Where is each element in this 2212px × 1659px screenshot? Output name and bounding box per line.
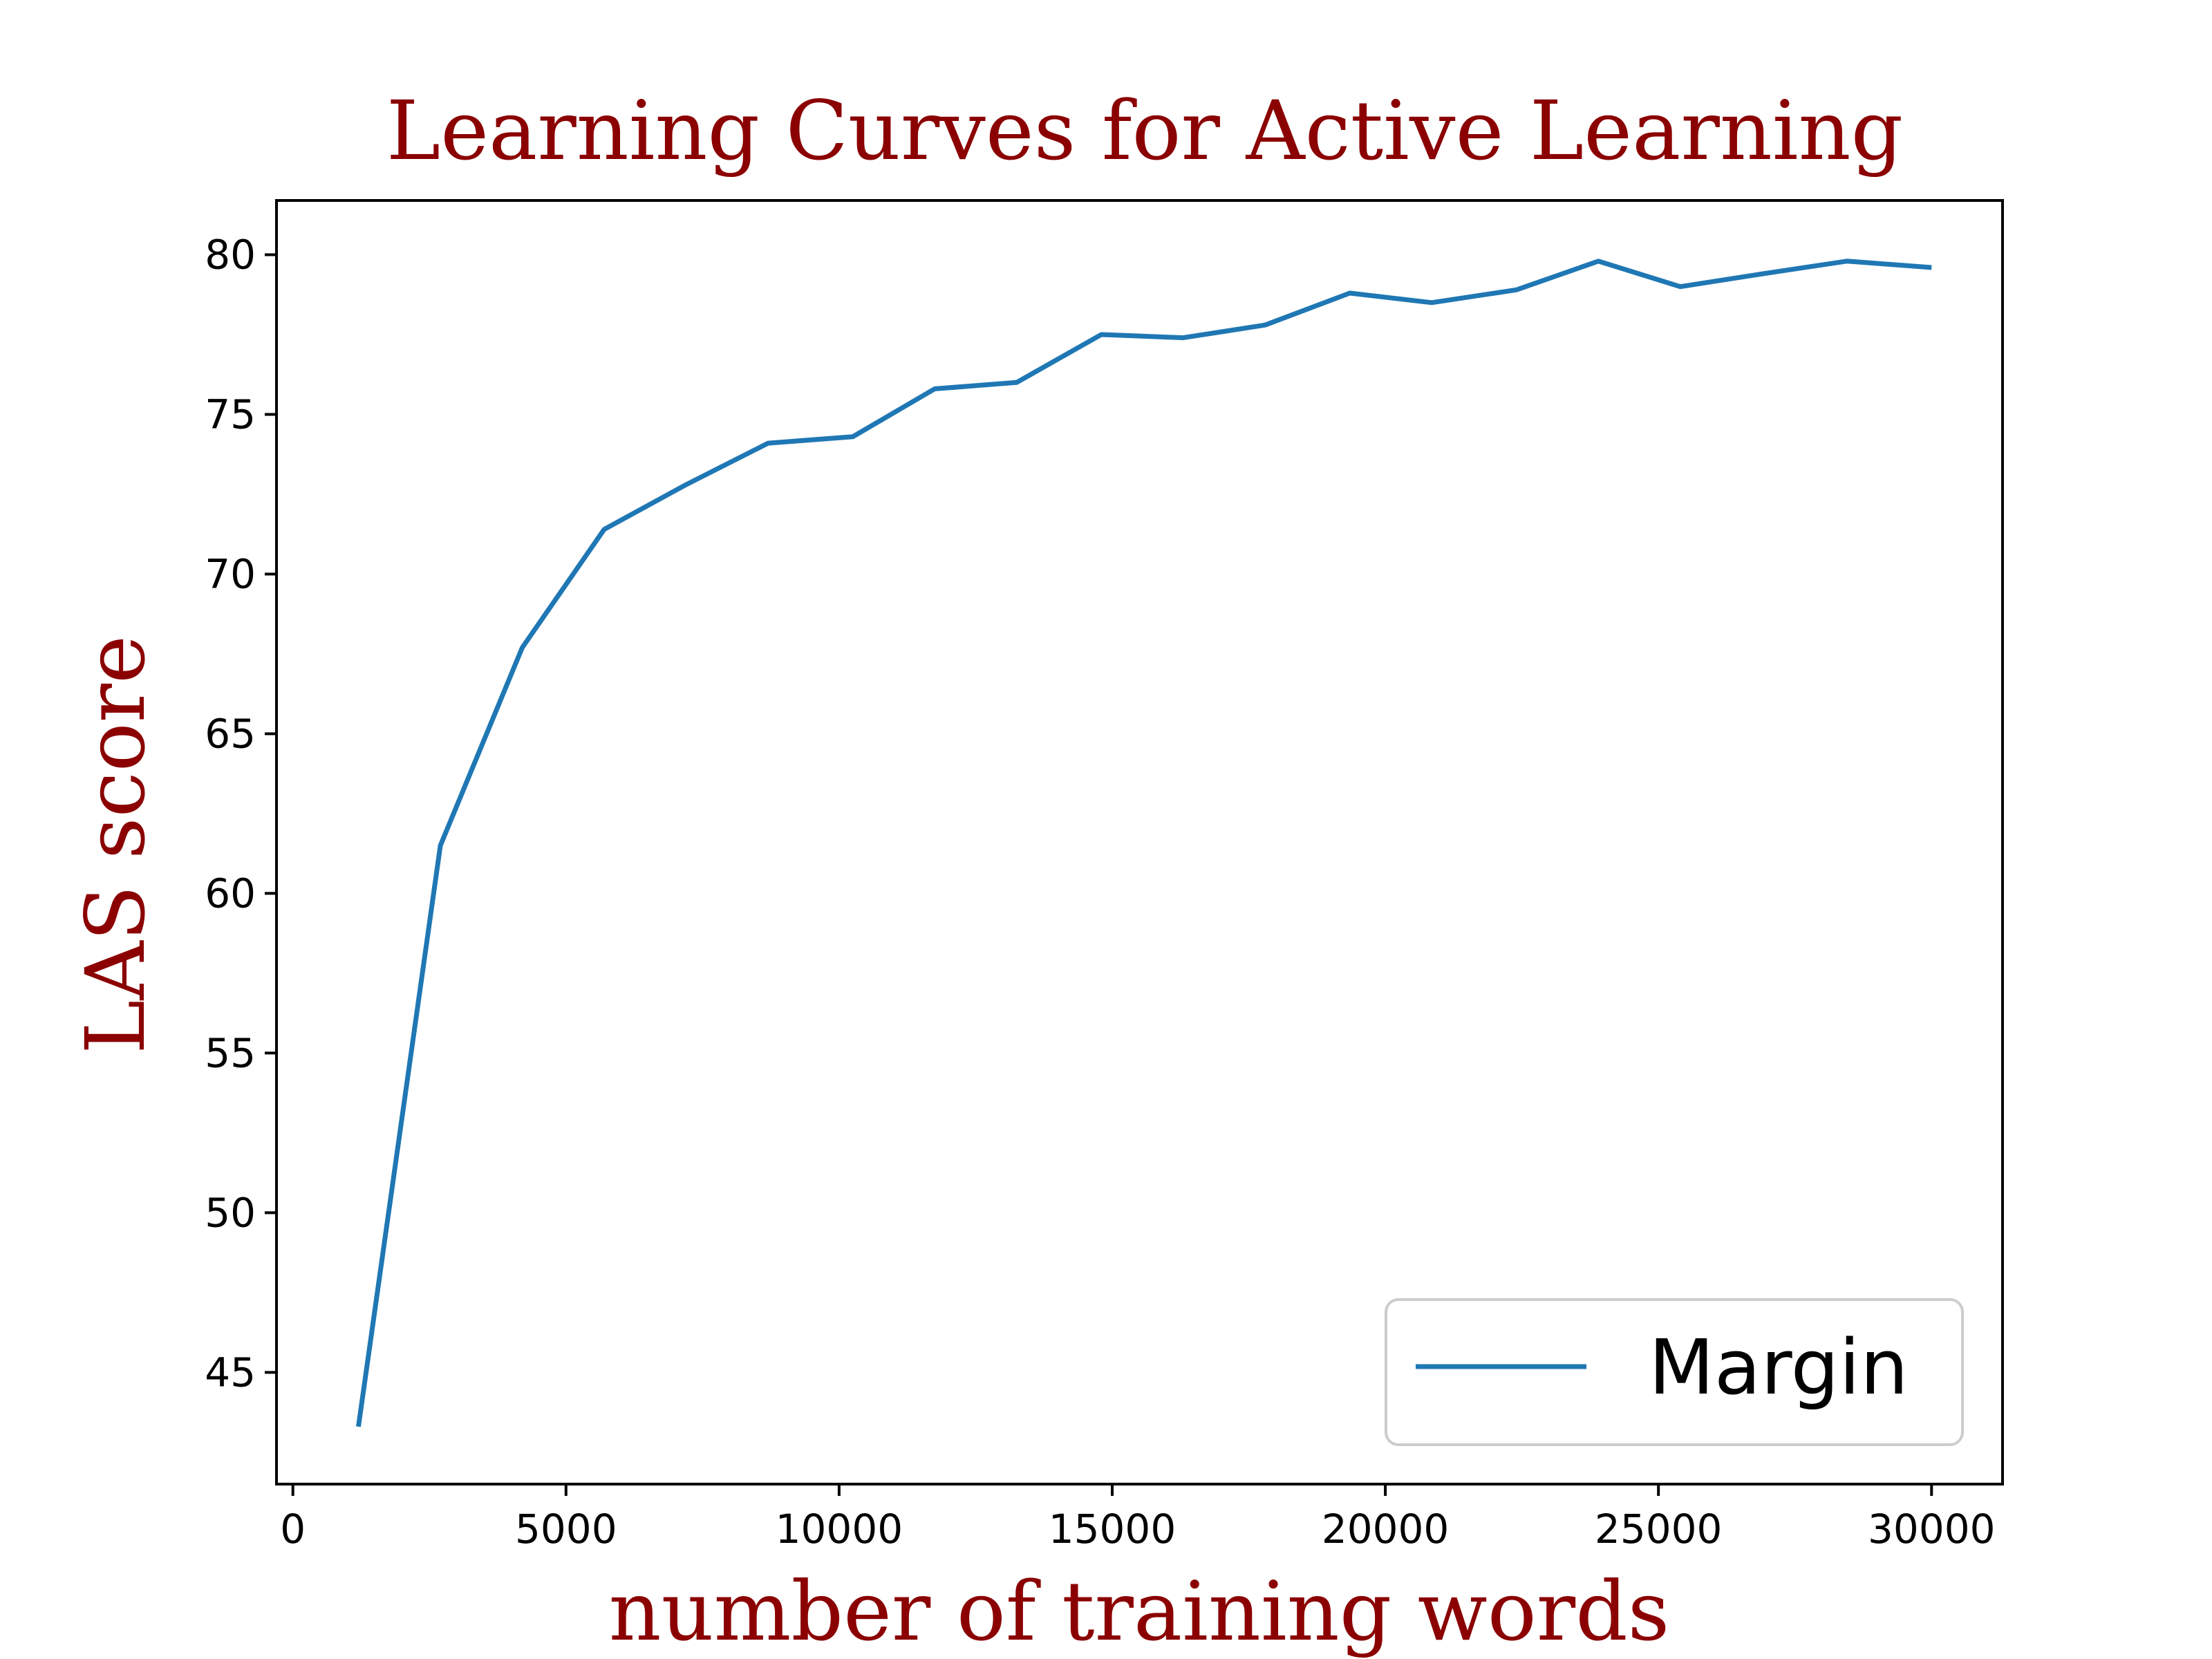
x-tick-label: 0 <box>280 1506 306 1553</box>
chart-title: Learning Curves for Active Learning <box>386 83 1903 178</box>
x-tick-label: 5000 <box>515 1506 617 1553</box>
legend-entry-label: Margin <box>1649 1323 1909 1412</box>
series-layer <box>356 259 1932 1427</box>
x-tick-label: 25000 <box>1595 1506 1723 1553</box>
legend: Margin <box>1385 1298 1964 1446</box>
y-tick-label: 65 <box>205 710 256 757</box>
y-tick-label: 60 <box>205 870 256 917</box>
y-tick-label: 45 <box>205 1349 256 1396</box>
y-tick-label: 75 <box>205 391 256 438</box>
series-line-margin <box>356 259 1932 1427</box>
x-axis-ticks: 0 5000 10000 15000 20000 25000 30000 <box>280 1484 1996 1553</box>
x-tick-label: 20000 <box>1322 1506 1450 1553</box>
x-axis-label: number of training words <box>609 1564 1670 1659</box>
x-tick-label: 15000 <box>1049 1506 1177 1553</box>
legend-box <box>1385 1298 1964 1446</box>
x-tick-label: 10000 <box>776 1506 903 1553</box>
y-tick-label: 55 <box>205 1029 256 1076</box>
y-tick-label: 50 <box>205 1189 256 1236</box>
y-tick-label: 80 <box>205 232 256 279</box>
x-tick-label: 30000 <box>1868 1506 1996 1553</box>
y-tick-label: 70 <box>205 550 256 597</box>
y-axis-ticks: 45 50 55 60 65 70 75 80 <box>205 232 276 1396</box>
plot-area-frame <box>275 199 2004 1485</box>
y-axis-label: LAS score <box>68 635 163 1054</box>
